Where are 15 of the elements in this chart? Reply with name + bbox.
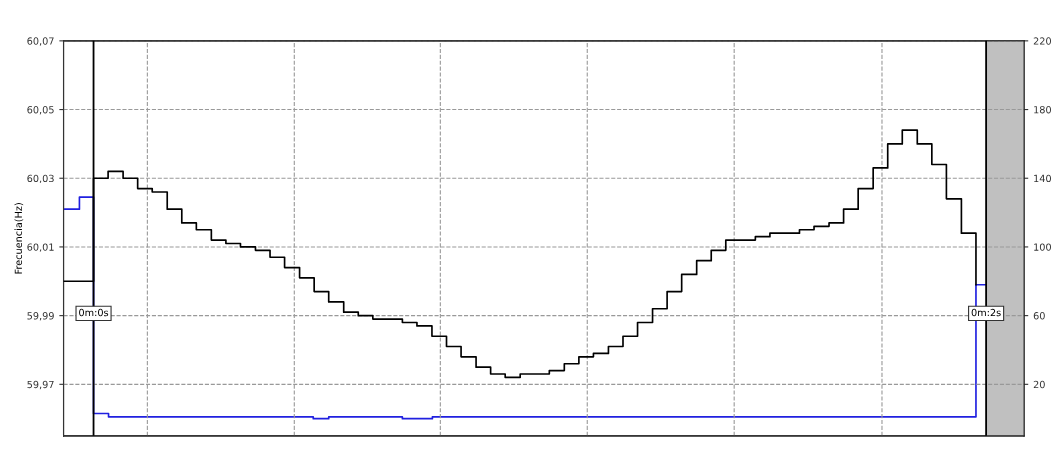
y-axis-title: Frecuencia(Hz)	[14, 203, 24, 274]
ref-line-label: 0m:0s	[79, 308, 109, 317]
y-tick-label: 60,03	[27, 174, 54, 184]
y-tick-label: 59,99	[27, 312, 54, 321]
y2-tick-label: 20	[1033, 380, 1045, 389]
y-tick-label: 59,97	[27, 380, 54, 390]
y2-tick-label: 60	[1033, 312, 1045, 320]
y-tick-label: 60,05	[27, 106, 54, 115]
y-tick-label: 60,01	[27, 243, 54, 252]
y2-tick-label: 220	[1033, 37, 1051, 45]
y2-tick-label: 180	[1034, 106, 1051, 114]
ref-line-label: 0m:2s	[971, 308, 1001, 317]
y2-tick-label: 100	[1034, 243, 1051, 251]
y-tick-label: 60,07	[27, 37, 54, 46]
y2-tick-label: 140	[1034, 174, 1051, 183]
